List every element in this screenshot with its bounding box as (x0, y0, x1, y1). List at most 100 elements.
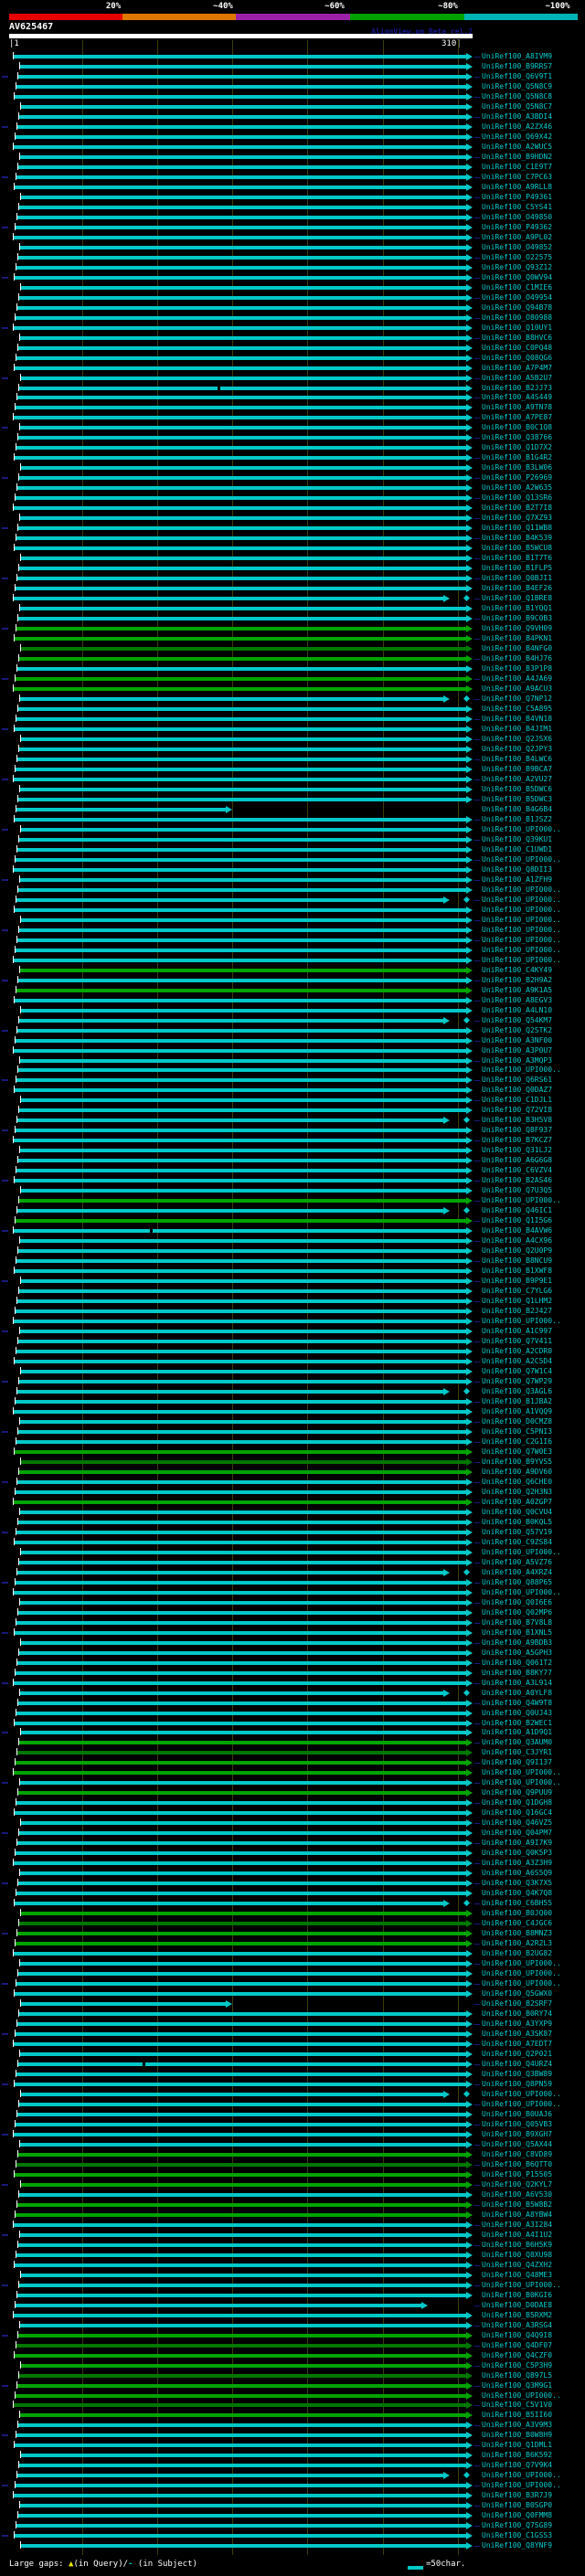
hit-bar[interactable] (15, 496, 467, 501)
hit-label[interactable]: UniRef100_UPI000.. (482, 1969, 561, 1978)
hit-bar[interactable] (18, 1650, 467, 1655)
hit-bar[interactable] (16, 124, 467, 129)
hit-label[interactable]: UniRef100_B9YVS5 (482, 1457, 553, 1466)
hit-bar[interactable] (16, 2383, 467, 2388)
hit-bar[interactable] (14, 275, 467, 280)
hit-bar[interactable] (18, 1380, 467, 1384)
hit-label[interactable]: UniRef100_Q72VI8 (482, 1106, 553, 1115)
hit-label[interactable]: UniRef100_C6VZV4 (482, 1166, 553, 1175)
hit-label[interactable]: UniRef100_Q2STK2 (482, 1025, 553, 1034)
hit-bar[interactable] (20, 104, 467, 109)
hit-bar[interactable] (13, 2494, 467, 2498)
hit-bar[interactable] (20, 917, 467, 922)
hit-bar[interactable] (19, 2504, 467, 2508)
hit-bar[interactable] (18, 295, 467, 300)
hit-bar[interactable] (18, 2192, 467, 2197)
hit-bar[interactable] (13, 867, 467, 872)
hit-label[interactable]: UniRef100_B4AVW6 (482, 1226, 553, 1235)
hit-label[interactable]: UniRef100_A9RLL8 (482, 182, 553, 191)
hit-bar[interactable] (14, 2082, 467, 2086)
hit-bar[interactable] (19, 1239, 467, 1244)
hit-bar[interactable] (19, 154, 467, 159)
hit-label[interactable]: UniRef100_O49954 (482, 292, 553, 302)
hit-bar[interactable] (19, 1058, 467, 1063)
hit-bar[interactable] (17, 2152, 467, 2157)
hit-bar[interactable] (18, 1108, 467, 1113)
hit-label[interactable]: UniRef100_UPI000.. (482, 1547, 561, 1556)
hit-bar[interactable] (15, 1942, 467, 1946)
hit-bar[interactable] (16, 2343, 467, 2348)
hit-bar[interactable] (14, 366, 467, 370)
hit-label[interactable]: UniRef100_P49362 (482, 222, 553, 231)
hit-label[interactable]: UniRef100_A1VQQ9 (482, 1406, 553, 1415)
hit-bar[interactable] (13, 325, 467, 330)
hit-bar[interactable] (15, 1038, 467, 1043)
hit-bar[interactable] (17, 1701, 467, 1705)
hit-bar[interactable] (18, 2464, 467, 2468)
hit-label[interactable]: UniRef100_C1MIE6 (482, 282, 553, 292)
hit-bar[interactable] (13, 777, 467, 781)
hit-label[interactable]: UniRef100_UPI000.. (482, 1778, 561, 1787)
hit-label[interactable]: UniRef100_Q6CHE0 (482, 1477, 553, 1486)
hit-bar[interactable] (15, 1851, 467, 1856)
hit-label[interactable]: UniRef100_B1G4R2 (482, 453, 553, 462)
hit-bar[interactable] (16, 2474, 445, 2478)
hit-label[interactable]: UniRef100_B2WEC1 (482, 1718, 553, 1727)
hit-label[interactable]: UniRef100_A9DV60 (482, 1467, 553, 1476)
hit-label[interactable]: UniRef100_B4EF26 (482, 584, 553, 593)
hit-bar[interactable] (14, 1902, 445, 1906)
hit-label[interactable]: UniRef100_A9ACU3 (482, 684, 553, 694)
hit-bar[interactable] (19, 968, 467, 972)
hit-bar[interactable] (20, 1459, 467, 1464)
hit-label[interactable]: UniRef100_A4JA69 (482, 674, 553, 684)
hit-bar[interactable] (15, 1219, 467, 1224)
hit-bar[interactable] (19, 1510, 467, 1514)
hit-bar[interactable] (16, 757, 467, 761)
hit-bar[interactable] (15, 857, 467, 862)
hit-bar[interactable] (13, 2132, 467, 2136)
hit-label[interactable]: UniRef100_C7YLG6 (482, 1287, 553, 1296)
hit-label[interactable]: UniRef100_UPI000.. (482, 895, 561, 904)
hit-bar[interactable] (16, 1841, 467, 1846)
hit-label[interactable]: UniRef100_C2G1I6 (482, 1436, 553, 1446)
hit-label[interactable]: UniRef100_C1UWD1 (482, 844, 553, 853)
hit-bar[interactable] (17, 1159, 467, 1163)
hit-bar[interactable] (18, 1560, 467, 1564)
hit-label[interactable]: UniRef100_Q7U3Q5 (482, 1186, 553, 1195)
hit-label[interactable]: UniRef100_B6H5K9 (482, 2240, 553, 2249)
hit-bar[interactable] (16, 1711, 467, 1715)
hit-bar[interactable] (19, 2323, 467, 2327)
hit-label[interactable]: UniRef100_A2ZX46 (482, 122, 553, 131)
hit-bar[interactable] (17, 436, 467, 440)
hit-bar[interactable] (17, 1610, 467, 1615)
hit-bar[interactable] (20, 2363, 467, 2368)
hit-bar[interactable] (18, 1741, 467, 1745)
hit-label[interactable]: UniRef100_Q02MP6 (482, 1607, 553, 1617)
hit-bar[interactable] (13, 1590, 467, 1595)
hit-label[interactable]: UniRef100_Q0WV94 (482, 272, 553, 281)
hit-bar[interactable] (19, 2232, 467, 2237)
hit-bar[interactable] (16, 1801, 467, 1806)
hit-label[interactable]: UniRef100_Q7XZ93 (482, 514, 553, 523)
hit-bar[interactable] (13, 1500, 467, 1504)
hit-label[interactable]: UniRef100_Q7NP12 (482, 694, 553, 704)
hit-label[interactable]: UniRef100_C6BH55 (482, 1899, 553, 1908)
hit-label[interactable]: UniRef100_C5PNI3 (482, 1426, 553, 1436)
hit-bar[interactable] (17, 2423, 467, 2428)
hit-label[interactable]: UniRef100_Q4W9T8 (482, 1698, 553, 1707)
hit-bar[interactable] (18, 2012, 467, 2017)
hit-label[interactable]: UniRef100_A8IVM9 (482, 52, 553, 60)
hit-bar[interactable] (16, 305, 467, 310)
hit-label[interactable]: UniRef100_Q4DF07 (482, 2340, 553, 2349)
hit-bar[interactable] (17, 255, 467, 260)
hit-label[interactable]: UniRef100_B7V8L8 (482, 1617, 553, 1627)
hit-bar[interactable] (14, 1721, 467, 1725)
hit-bar[interactable] (15, 225, 467, 229)
hit-bar[interactable] (14, 637, 467, 641)
hit-label[interactable]: UniRef100_B0KQL5 (482, 1517, 553, 1526)
hit-label[interactable]: UniRef100_P15505 (482, 2169, 553, 2178)
hit-bar[interactable] (20, 2544, 467, 2549)
hit-label[interactable]: UniRef100_A9BDB3 (482, 1638, 553, 1647)
hit-bar[interactable] (16, 2162, 467, 2167)
hit-bar[interactable] (17, 1882, 467, 1886)
